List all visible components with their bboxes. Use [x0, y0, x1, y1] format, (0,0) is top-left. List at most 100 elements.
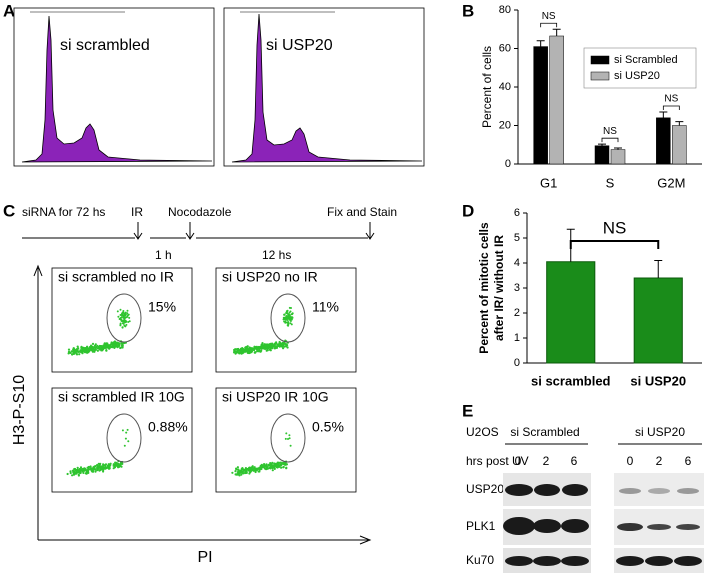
cell-dot	[85, 472, 88, 475]
cell-dot	[258, 468, 262, 471]
legend-swatch	[590, 71, 610, 81]
cell-dot	[126, 312, 129, 315]
cell-dot	[89, 468, 93, 471]
plot-label: si USP20 no IR	[222, 269, 318, 285]
cell-dot	[104, 464, 107, 468]
cell-dot	[80, 350, 83, 353]
cell-dot	[289, 444, 292, 447]
cell-dot	[282, 316, 285, 319]
error-bar	[552, 28, 561, 36]
cell-dot	[235, 350, 238, 353]
cell-dot	[264, 347, 267, 350]
cell-dot	[254, 469, 257, 472]
cell-dot	[271, 466, 274, 470]
cell-dot	[128, 316, 131, 319]
y-arrow	[33, 264, 43, 540]
cell-dot	[264, 465, 267, 468]
cell-dot	[73, 352, 76, 355]
x-tick-label: S	[606, 175, 615, 190]
cell-dot	[101, 345, 104, 348]
error-bar	[675, 121, 684, 126]
sample-label: si USP20	[266, 37, 333, 54]
bands	[503, 484, 702, 566]
cell-dot	[268, 343, 271, 346]
error-bar	[614, 147, 622, 150]
band	[677, 488, 699, 494]
timeline-label: Fix and Stain	[327, 205, 397, 219]
percent-label: 0.5%	[312, 419, 344, 435]
cell-dot	[110, 341, 113, 344]
y-tick-label: 20	[499, 119, 511, 131]
cell-dot	[125, 316, 128, 319]
y-tick-label: 1	[514, 332, 520, 344]
cell-dot	[126, 428, 129, 431]
bar	[549, 35, 564, 165]
significance-bracket	[540, 22, 558, 28]
cell-dot	[86, 349, 89, 352]
timeline-label: 12 hs	[262, 248, 291, 262]
cell-dot	[83, 347, 86, 350]
band	[533, 556, 561, 566]
cell-dot	[92, 346, 95, 349]
cell-dot	[288, 437, 291, 440]
cell-dot	[289, 320, 292, 322]
cell-dot	[116, 310, 119, 313]
cell-dot	[265, 349, 268, 352]
time-point: 6	[571, 454, 578, 468]
cell-dot	[253, 345, 256, 348]
cell-dot	[234, 470, 237, 473]
y-tick-label: 6	[514, 207, 520, 219]
cell-dot	[258, 346, 261, 350]
y-axis-label: Percent of cells	[480, 46, 494, 128]
cell-dot	[259, 350, 262, 353]
cell-dot	[285, 343, 288, 347]
significance-label: NS	[542, 11, 556, 22]
cell-dot	[87, 468, 90, 471]
cell-dot	[241, 352, 244, 355]
cell-dot	[102, 463, 105, 466]
bar	[610, 149, 626, 165]
plot-label: si scrambled no IR	[58, 269, 174, 285]
cell-dot	[269, 467, 272, 470]
cell-dot	[96, 349, 99, 352]
plot-label: si scrambled IR 10G	[58, 389, 185, 405]
cell-dot	[266, 347, 269, 351]
y-tick-label: 5	[514, 232, 520, 244]
cell-dot	[270, 465, 273, 468]
band	[619, 488, 641, 494]
cell-dot	[126, 309, 129, 312]
cell-dot	[271, 461, 274, 464]
cell-dot	[67, 348, 71, 351]
cell-dot	[86, 345, 89, 349]
group-label: si Scrambled	[510, 425, 579, 439]
cell-dot	[66, 472, 69, 476]
cell-dot	[271, 345, 275, 348]
band	[561, 556, 589, 566]
timeline-label: Nocodazole	[168, 205, 232, 219]
cell-dot	[290, 307, 292, 309]
bar-chart: 0 1 2 3 4 5 6 Percent of mitotic cells after IR/…	[477, 207, 702, 388]
cell-dot	[284, 316, 287, 319]
cell-dot	[103, 344, 106, 348]
y-tick-label: 0	[514, 357, 520, 369]
band	[645, 556, 673, 566]
cell-dot	[71, 474, 74, 477]
axes-arrows: H3-P-S10 PI	[11, 264, 372, 566]
y-tick-label: 3	[514, 282, 520, 294]
cell-dot	[93, 349, 96, 352]
cell-line: U2OS	[466, 425, 499, 439]
cell-dot	[93, 346, 96, 349]
cell-dot	[120, 319, 123, 322]
cell-dot	[253, 351, 256, 354]
cell-dot	[109, 464, 112, 467]
y-tick-label: 2	[514, 307, 520, 319]
histogram-shape	[231, 13, 423, 163]
cell-dot	[287, 438, 289, 440]
band	[503, 517, 535, 535]
cell-dot	[91, 348, 94, 351]
cell-dot	[113, 344, 117, 347]
cell-dot	[105, 349, 108, 352]
gate	[270, 293, 306, 343]
